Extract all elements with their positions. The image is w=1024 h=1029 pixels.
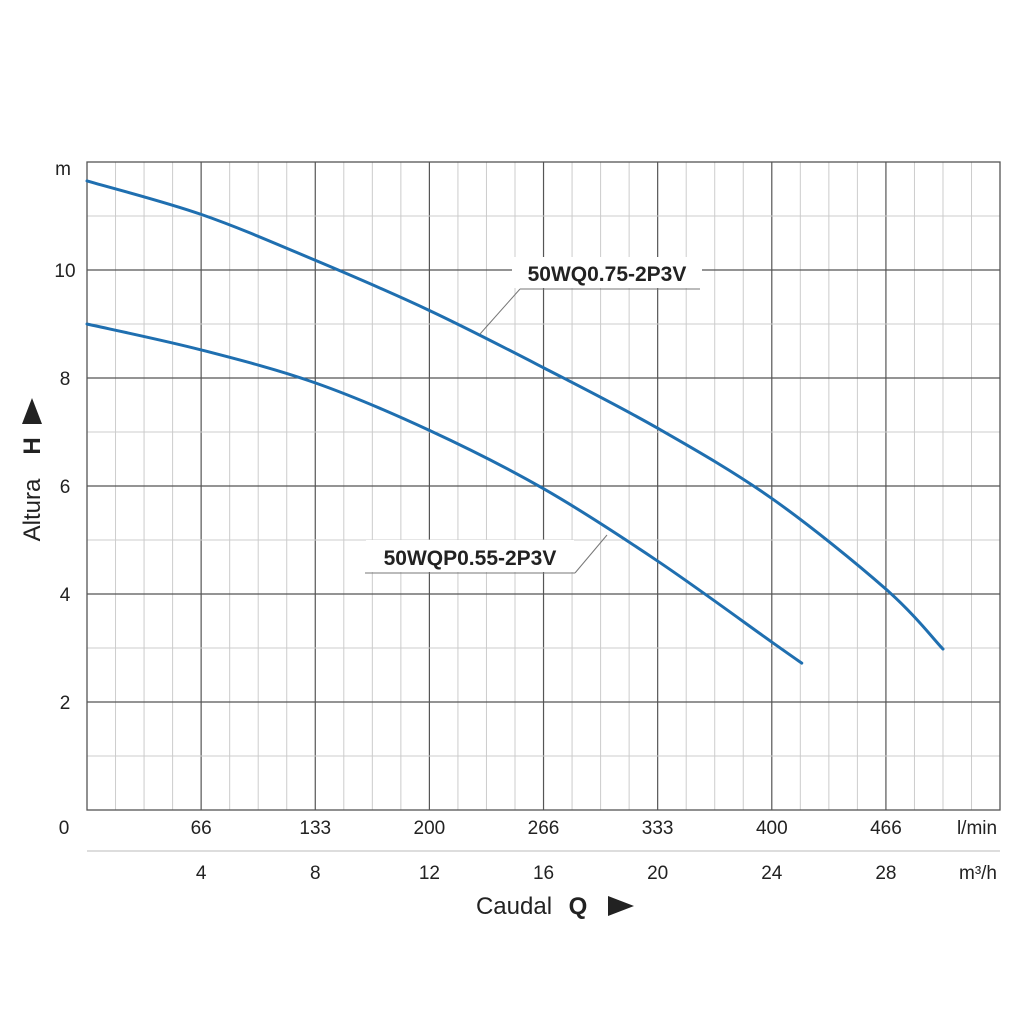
x-axis-title: Caudal Q: [476, 893, 634, 920]
y-axis-symbol: H: [19, 437, 46, 454]
series-label-1: 50WQP0.55-2P3V: [365, 534, 608, 574]
x-tick-label: 66: [191, 818, 212, 839]
x2-tick-label: 12: [419, 863, 440, 884]
x-tick-label: 400: [756, 818, 788, 839]
y-axis-arrow-icon: [22, 398, 42, 424]
series-label-1-text: 50WQP0.55-2P3V: [384, 547, 557, 570]
x2-unit: m³/h: [959, 863, 997, 884]
x-axis-arrow-icon: [608, 896, 634, 916]
y-tick-label: 8: [60, 369, 71, 390]
x2-tick-label: 16: [533, 863, 554, 884]
x-tick-label: 333: [642, 818, 674, 839]
y-tick-label: 6: [60, 477, 71, 498]
x-unit: l/min: [957, 818, 997, 839]
series-label-0-bg: [512, 257, 702, 288]
series-label-1-bg: [366, 540, 574, 572]
curves: [85, 179, 945, 665]
x-tick-label: 200: [414, 818, 446, 839]
y-tick-label: 2: [60, 693, 71, 714]
x-tick-label: 266: [528, 818, 560, 839]
series-label-0-leader: [479, 288, 521, 335]
x-tick-label: 133: [299, 818, 331, 839]
x2-tick-label: 20: [647, 863, 668, 884]
plot-frame: [86, 161, 1001, 811]
x2-tick-label: 24: [761, 863, 783, 884]
y-axis-label: Altura: [19, 478, 46, 541]
grid: [86, 161, 1001, 811]
x2-tick-label: 28: [875, 863, 896, 884]
series-line-1: [85, 322, 804, 665]
y-axis-title: Altura H: [19, 398, 46, 541]
x-tick-label: 466: [870, 818, 902, 839]
series-label-0: 50WQ0.75-2P3V: [479, 257, 702, 335]
x-axis-symbol: Q: [569, 893, 588, 920]
series-line-0: [85, 179, 945, 651]
series-label-1-leader: [574, 534, 608, 574]
y-tick-label: 4: [60, 585, 71, 606]
x-tick-label: 0: [59, 818, 70, 839]
y-tick-label: 10: [54, 261, 75, 282]
series-label-0-text: 50WQ0.75-2P3V: [528, 263, 687, 286]
x-axis-label: Caudal: [476, 893, 552, 920]
x2-tick-label: 4: [196, 863, 207, 884]
y-unit: m: [55, 159, 71, 180]
x2-tick-label: 8: [310, 863, 321, 884]
